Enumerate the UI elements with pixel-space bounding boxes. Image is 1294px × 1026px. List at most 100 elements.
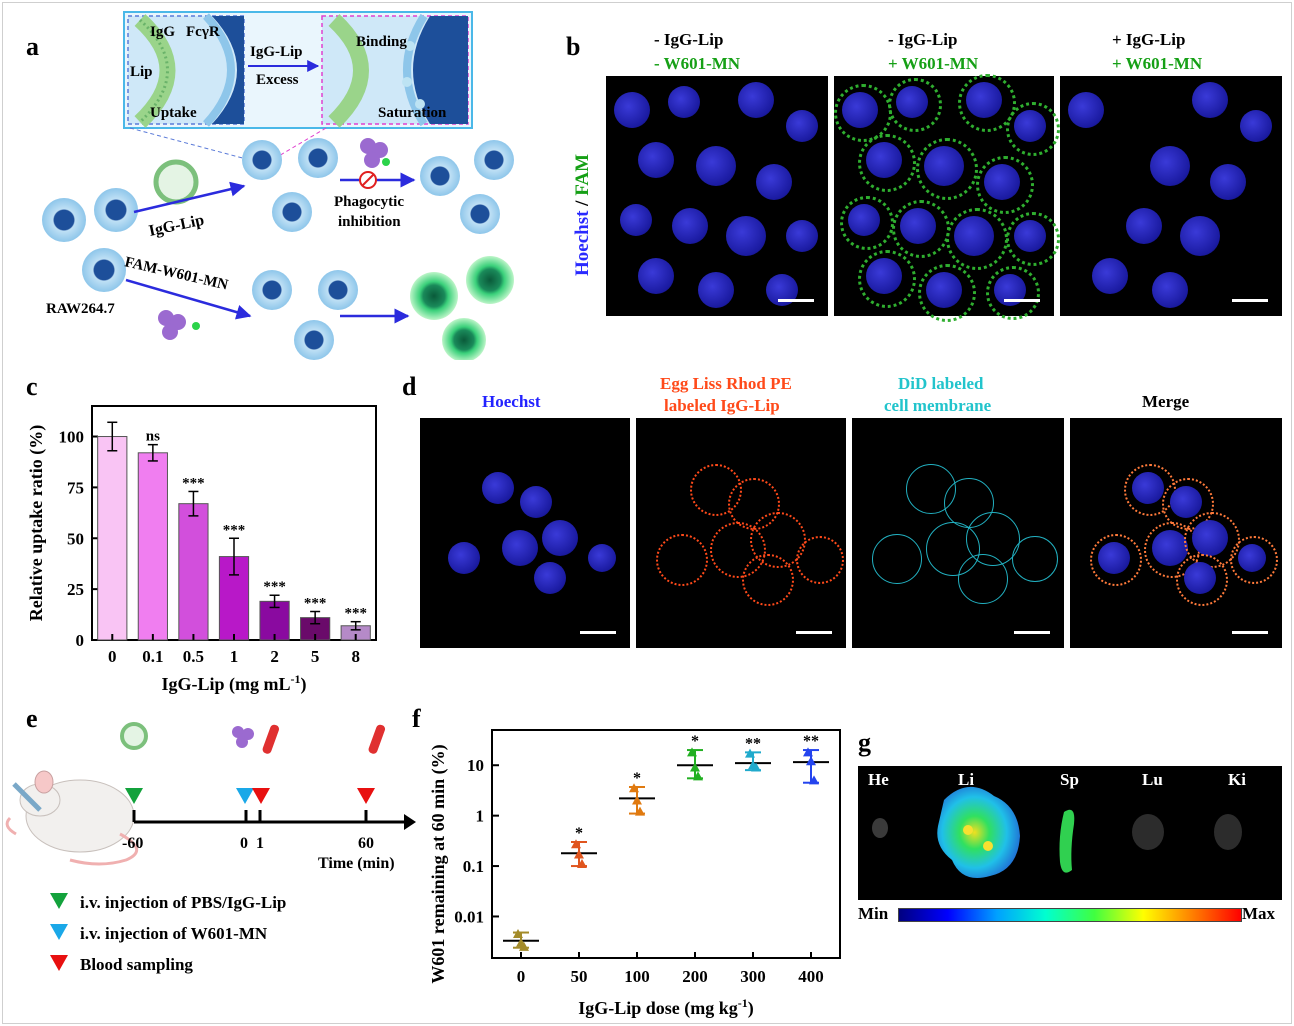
raw264-label: RAW264.7 xyxy=(46,301,115,317)
nucleus xyxy=(1180,216,1220,256)
x-tick-label: 1 xyxy=(230,647,239,666)
x-axis-label: IgG-Lip dose (mg kg-1) xyxy=(578,996,754,1019)
inset-saturation-label: Saturation xyxy=(378,105,447,121)
nucleus xyxy=(738,82,774,118)
organ-label-lu: Lu xyxy=(1142,770,1163,789)
nucleus xyxy=(786,220,818,252)
cell-membrane-ring xyxy=(976,156,1034,214)
nucleus xyxy=(482,472,514,504)
y-tick-label: 75 xyxy=(67,478,84,497)
micrograph-igglip-w601 xyxy=(1060,76,1282,316)
x-axis-label-sup: -1 xyxy=(738,996,748,1010)
y-tick-label: 50 xyxy=(67,529,84,548)
panel-g-letter: g xyxy=(858,728,871,757)
nucleus xyxy=(756,164,792,200)
fam-ylabel: FAM xyxy=(572,153,593,196)
inset-fcgr-label: FcγR xyxy=(186,24,220,40)
panel-a-schematic: IgG FcγR Lip Uptake IgG-Lip Excess Bindi… xyxy=(42,11,514,360)
micrograph-did-membrane xyxy=(852,418,1064,648)
legend-blood: Blood sampling xyxy=(80,955,193,974)
inset-uptake-label: Uptake xyxy=(150,105,197,121)
x-tick-label: 100 xyxy=(624,967,650,986)
nucleus xyxy=(1152,272,1188,308)
nucleus xyxy=(1092,258,1128,294)
cell-membrane-ring xyxy=(1230,536,1278,584)
x-tick-label: 0 xyxy=(108,647,117,666)
y-tick-label: 0.1 xyxy=(463,857,484,876)
panel-d-letter: d xyxy=(402,372,417,401)
phagocytic-label: Phagocytic xyxy=(334,194,404,210)
scale-max-label: Max xyxy=(1242,904,1276,923)
nucleus xyxy=(1014,220,1046,252)
tick-minus60: -60 xyxy=(122,835,143,852)
significance-label: * xyxy=(691,733,699,750)
nucleus xyxy=(502,530,538,566)
data-point xyxy=(809,775,819,785)
nucleus xyxy=(848,204,880,236)
nucleus xyxy=(1184,562,1216,594)
x-tick-label: 400 xyxy=(798,967,824,986)
significance-label: *** xyxy=(182,475,205,491)
timeline-liposome-icon xyxy=(120,722,148,750)
bar-2 xyxy=(259,600,290,641)
blood-tube-icon xyxy=(262,724,386,754)
micrograph-rhod-igglip xyxy=(636,418,846,648)
nucleus xyxy=(954,216,994,256)
cell-membrane-ring xyxy=(796,536,844,584)
tick-1: 1 xyxy=(256,835,264,852)
organ-label-he: He xyxy=(868,770,889,789)
nucleus xyxy=(1170,486,1202,518)
significance-label: *** xyxy=(344,606,367,622)
y-axis-label: Relative uptake ratio (%) xyxy=(26,425,47,621)
nucleus xyxy=(1126,208,1162,244)
panel-e-timeline: -60 0 1 60 Time (min) i.v. injection of … xyxy=(5,722,416,974)
fam-w601-label: FAM-W601-MN xyxy=(123,254,230,293)
nucleus xyxy=(638,258,674,294)
x-tick-label: 200 xyxy=(682,967,708,986)
timeline-w601-icon xyxy=(232,726,254,748)
micrograph-w601 xyxy=(834,74,1060,322)
bar-1 xyxy=(218,556,250,641)
macrophage-cells xyxy=(42,138,514,360)
cell-membrane-ring xyxy=(1176,554,1228,606)
y-axis-label: W601 remaining at 60 min (%) xyxy=(428,744,449,983)
nucleus xyxy=(588,544,616,572)
ylabel-separator: / xyxy=(572,195,593,211)
nucleus xyxy=(984,164,1020,200)
data-point xyxy=(806,756,816,766)
legend-w601: i.v. injection of W601-MN xyxy=(80,924,268,943)
cell-membrane-ring xyxy=(1006,102,1060,156)
nucleus xyxy=(966,82,1002,118)
nucleus xyxy=(448,542,480,574)
nucleus xyxy=(896,86,928,118)
ex-vivo-organ-image: He Li Sp Lu Ki xyxy=(858,766,1282,900)
b-col2-line1: - IgG-Lip xyxy=(888,30,958,49)
liposome-icon xyxy=(153,159,199,205)
cell-membrane-ring xyxy=(1090,534,1142,586)
scale-bar xyxy=(1004,299,1040,302)
panel-f-letter: f xyxy=(412,704,421,733)
y-tick-label: 1 xyxy=(476,807,485,826)
cell-membrane-ring xyxy=(858,134,916,192)
data-point xyxy=(745,748,755,758)
nucleus xyxy=(842,92,878,128)
mouse-icon xyxy=(5,770,138,866)
nucleus xyxy=(786,110,818,142)
data-point xyxy=(574,849,584,859)
cell-membrane-ring xyxy=(958,74,1016,132)
panel-e-letter: e xyxy=(26,704,38,733)
b-col2-line2: + W601-MN xyxy=(888,54,979,73)
x-axis-label-end: ) xyxy=(301,674,307,695)
nucleus xyxy=(1152,530,1188,566)
cell-membrane-ring xyxy=(858,250,916,308)
d-label-rhod-1: Egg Liss Rhod PE xyxy=(660,374,792,393)
scale-bar xyxy=(1232,631,1268,634)
data-point xyxy=(571,839,581,849)
nucleus xyxy=(1240,110,1272,142)
nucleus xyxy=(1098,542,1130,574)
nucleus xyxy=(620,204,652,236)
data-point xyxy=(519,941,529,951)
significance-label: * xyxy=(633,770,641,787)
nucleus xyxy=(866,258,902,294)
b-col3-line2: + W601-MN xyxy=(1112,54,1203,73)
